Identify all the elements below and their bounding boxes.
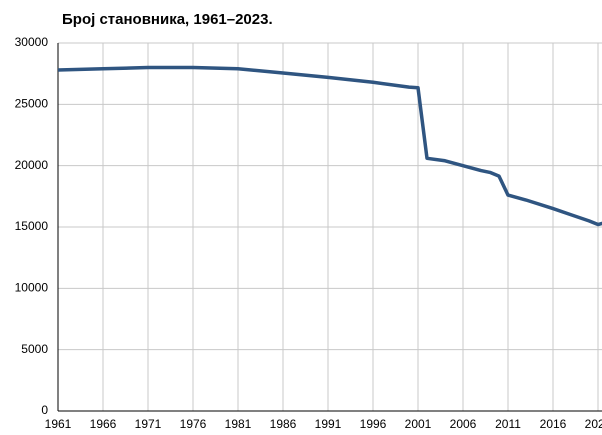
y-tick-label: 0 [41,403,48,417]
x-tick-label: 2021 [585,417,602,431]
data-line [57,65,602,227]
y-tick-label: 10000 [15,281,49,295]
y-tick-label: 20000 [15,158,49,172]
x-tick-label: 1991 [315,417,342,431]
x-tick-label: 1981 [225,417,252,431]
x-tick-label: 1976 [180,417,207,431]
y-tick-label: 5000 [21,342,48,356]
x-tick-label: 2016 [540,417,567,431]
x-tick-label: 2011 [495,417,521,431]
x-tick-label: 1971 [135,417,162,431]
y-tick-label: 15000 [15,219,49,233]
x-tick-label: 1966 [90,417,117,431]
y-tick-label: 25000 [15,97,49,111]
x-tick-label: 1996 [360,417,387,431]
x-tick-label: 1961 [45,417,72,431]
y-tick-label: 30000 [15,35,49,49]
x-tick-label: 2006 [450,417,477,431]
chart-title: Број становника, 1961–2023. [62,11,273,28]
x-tick-label: 1986 [270,417,297,431]
x-tick-label: 2001 [405,417,432,431]
